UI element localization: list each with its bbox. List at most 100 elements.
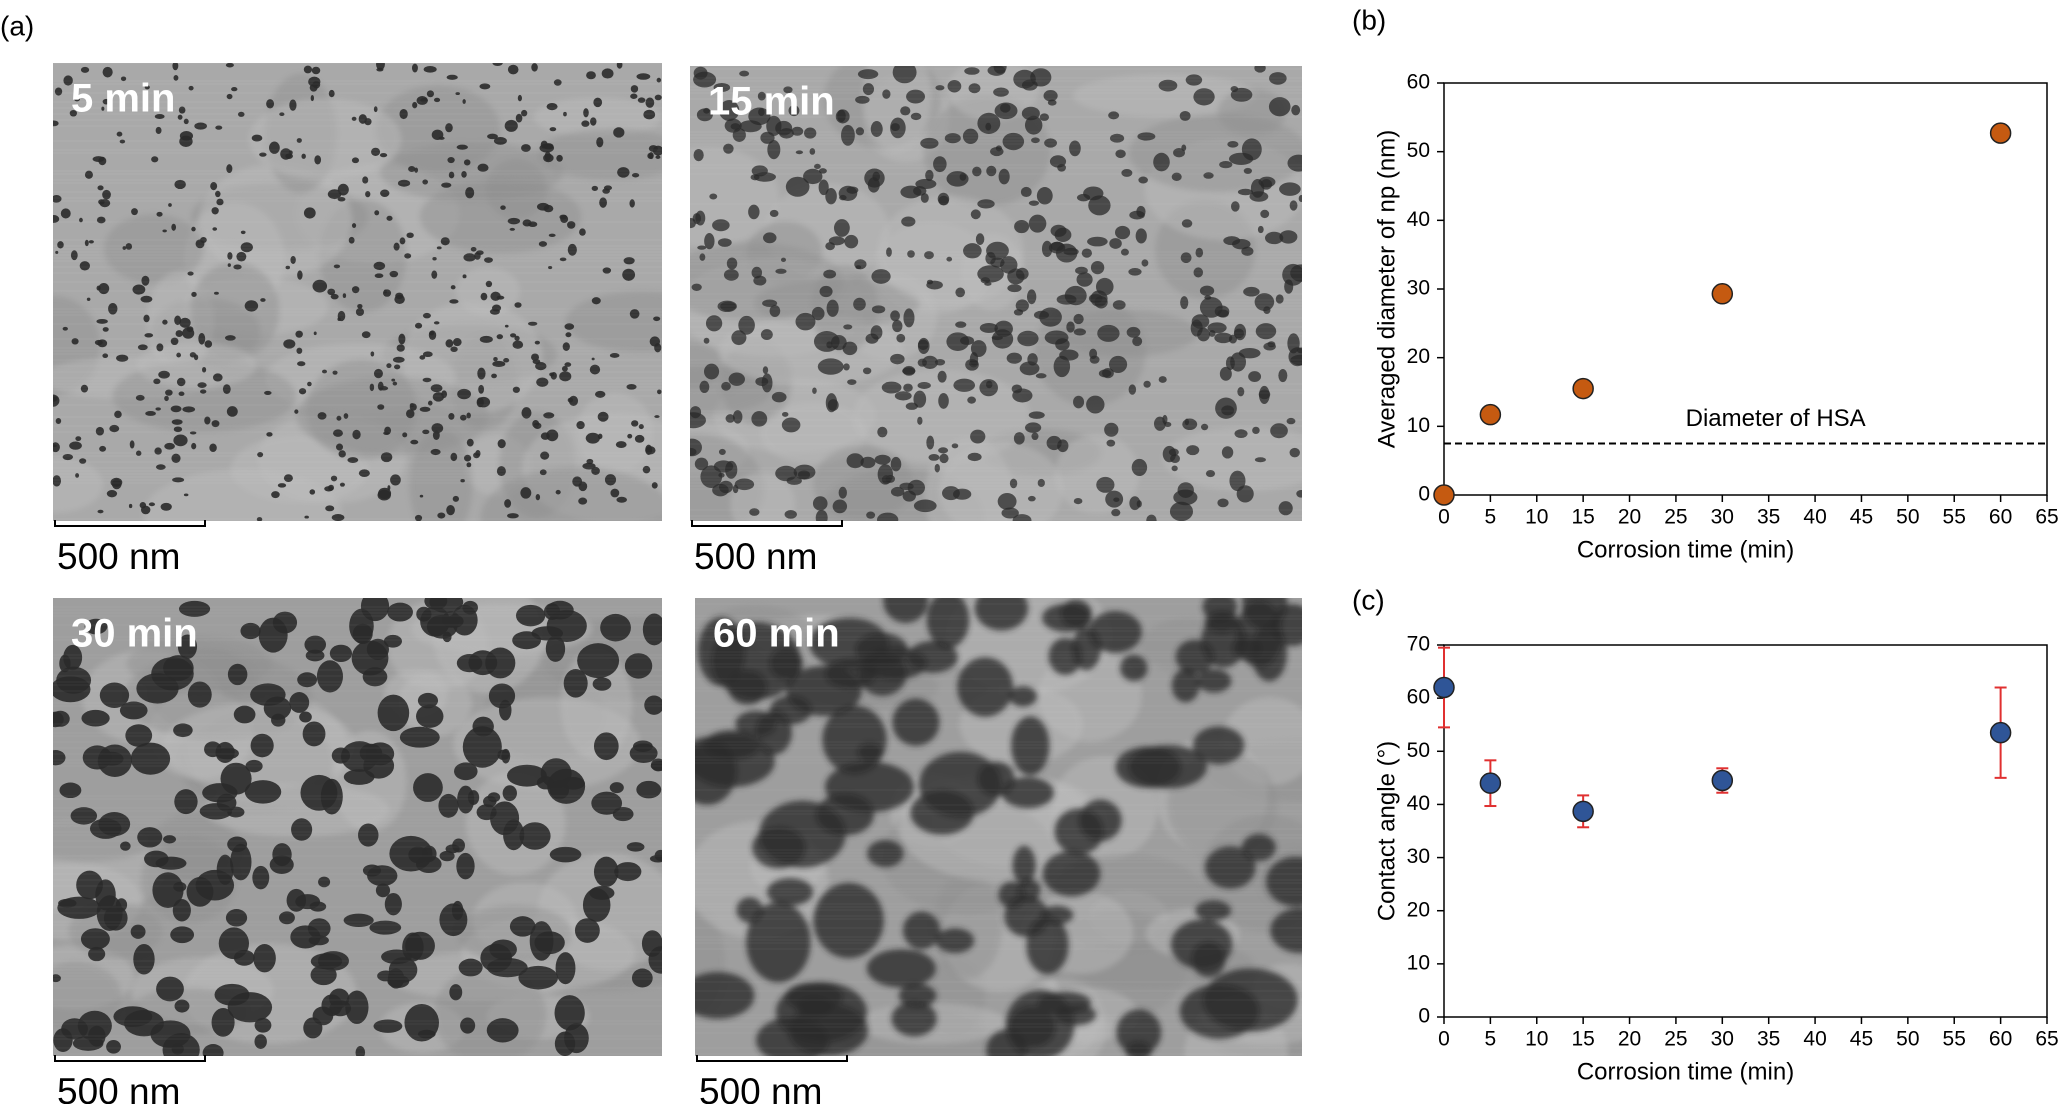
pore bbox=[775, 268, 787, 274]
pore bbox=[871, 305, 886, 314]
pore bbox=[1111, 508, 1121, 517]
pore bbox=[174, 999, 190, 1013]
pore bbox=[993, 87, 1009, 97]
pore bbox=[496, 295, 505, 300]
pore bbox=[358, 469, 370, 478]
pore bbox=[140, 295, 153, 303]
pore bbox=[307, 918, 331, 939]
pore bbox=[466, 438, 474, 447]
pore bbox=[1028, 214, 1047, 233]
pore bbox=[1238, 348, 1261, 359]
pore bbox=[578, 497, 588, 505]
pore bbox=[74, 97, 80, 102]
pore bbox=[351, 157, 360, 164]
pore bbox=[485, 647, 516, 679]
pore bbox=[54, 87, 63, 96]
pore bbox=[430, 448, 441, 456]
pore bbox=[1049, 155, 1067, 168]
pore bbox=[1265, 856, 1302, 907]
pore bbox=[303, 207, 316, 219]
pore bbox=[333, 264, 341, 269]
pore bbox=[345, 990, 369, 1025]
pore bbox=[866, 511, 876, 519]
pore bbox=[900, 106, 911, 116]
pore bbox=[237, 111, 245, 117]
pore bbox=[163, 655, 194, 681]
pore bbox=[291, 818, 313, 841]
pore bbox=[970, 209, 981, 220]
pore bbox=[844, 234, 859, 249]
pore bbox=[95, 426, 105, 436]
pore bbox=[855, 95, 870, 104]
pore bbox=[762, 366, 769, 375]
pore bbox=[214, 291, 219, 295]
pore bbox=[124, 1009, 164, 1037]
pore bbox=[330, 293, 339, 300]
pore bbox=[119, 701, 148, 720]
pore bbox=[503, 358, 510, 363]
pore bbox=[447, 156, 455, 164]
pore bbox=[137, 344, 148, 351]
pore bbox=[757, 91, 766, 101]
pore bbox=[532, 419, 540, 428]
pore bbox=[654, 94, 662, 101]
pore bbox=[1120, 248, 1129, 256]
pore bbox=[942, 486, 960, 501]
pore bbox=[1173, 147, 1186, 158]
pore bbox=[101, 106, 105, 111]
pore bbox=[781, 411, 789, 417]
pore bbox=[294, 409, 299, 414]
point bbox=[1433, 676, 1455, 699]
pore bbox=[1090, 260, 1105, 275]
pore bbox=[226, 93, 233, 100]
pore bbox=[795, 150, 804, 155]
plot-frame bbox=[1443, 82, 2048, 496]
pore bbox=[1097, 324, 1120, 342]
pore bbox=[994, 320, 1013, 337]
pore bbox=[1035, 373, 1047, 379]
pore bbox=[426, 90, 435, 98]
pore bbox=[460, 479, 465, 483]
pore bbox=[433, 321, 440, 325]
pore bbox=[250, 683, 286, 706]
pore bbox=[431, 270, 438, 279]
pore bbox=[257, 452, 264, 458]
pore bbox=[883, 598, 929, 623]
pore bbox=[178, 600, 211, 617]
pore bbox=[448, 171, 455, 179]
sem-shade bbox=[433, 965, 547, 1056]
pore bbox=[892, 66, 917, 84]
pore bbox=[392, 356, 405, 363]
pore bbox=[1135, 228, 1147, 244]
pore bbox=[544, 151, 551, 161]
pore bbox=[527, 321, 538, 326]
pore bbox=[222, 384, 231, 395]
pore bbox=[545, 635, 566, 662]
pore bbox=[1007, 284, 1022, 293]
pore bbox=[732, 410, 743, 424]
pore bbox=[211, 420, 220, 428]
panel-label: (b) bbox=[1352, 4, 1386, 35]
pore bbox=[55, 418, 62, 425]
pore bbox=[1116, 1009, 1162, 1056]
pore bbox=[314, 155, 322, 165]
pore bbox=[788, 105, 800, 117]
pore bbox=[934, 463, 940, 473]
pore bbox=[253, 944, 276, 973]
pore bbox=[233, 264, 242, 270]
pore bbox=[538, 241, 548, 247]
pore bbox=[892, 319, 903, 333]
pore bbox=[591, 297, 601, 305]
pore bbox=[1290, 264, 1302, 282]
pore bbox=[1109, 133, 1125, 143]
pore bbox=[240, 622, 261, 640]
pore bbox=[1096, 476, 1115, 493]
pore bbox=[144, 85, 150, 90]
pore bbox=[144, 333, 154, 338]
pore bbox=[1164, 421, 1172, 428]
pore bbox=[172, 899, 191, 922]
pore bbox=[153, 378, 161, 385]
point bbox=[1433, 484, 1455, 506]
pore bbox=[490, 801, 520, 836]
pore bbox=[780, 257, 786, 263]
